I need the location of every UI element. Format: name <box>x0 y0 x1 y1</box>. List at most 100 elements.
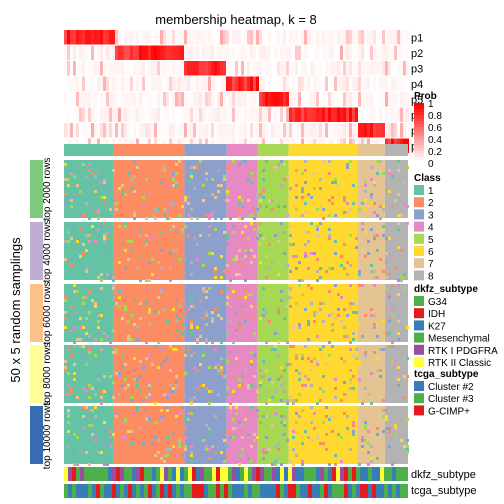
prob-cell <box>274 92 277 107</box>
heat-cell <box>295 208 298 211</box>
heat-cell <box>151 178 154 181</box>
heat-cell <box>304 329 307 332</box>
heat-cell <box>82 243 85 246</box>
heat-cell <box>103 202 106 205</box>
heat-cell <box>115 208 118 211</box>
heat-cell <box>226 234 229 237</box>
heat-cell <box>97 451 100 454</box>
prob-cell <box>331 45 334 60</box>
heat-cell <box>400 264 403 267</box>
heat-cell <box>256 436 259 439</box>
heat-cell <box>346 202 349 205</box>
heat-cell <box>286 264 289 267</box>
heat-cell <box>406 418 409 421</box>
heat-cell <box>271 424 274 427</box>
prob-legend-tick: 0.8 <box>428 111 442 122</box>
prob-cell <box>286 30 289 45</box>
heat-cell <box>115 436 118 439</box>
heat-cell <box>199 299 202 302</box>
prob-cell <box>124 92 127 107</box>
heat-cell <box>124 305 127 308</box>
prob-cell <box>85 76 88 91</box>
prob-cell <box>178 30 181 45</box>
tcga-cell <box>400 484 404 498</box>
prob-cell <box>82 61 85 76</box>
heat-cell <box>286 363 289 366</box>
prob-cell <box>112 123 115 138</box>
heat-cell <box>88 252 91 255</box>
prob-cell <box>310 107 313 122</box>
heat-cell <box>397 163 400 166</box>
heat-cell <box>151 273 154 276</box>
tcga-cell <box>236 484 240 498</box>
prob-cell <box>355 123 358 138</box>
prob-cell <box>265 45 268 60</box>
heat-cell <box>112 276 115 279</box>
prob-cell <box>373 61 376 76</box>
prob-cell <box>319 45 322 60</box>
heat-cell <box>256 296 259 299</box>
heat-cell <box>319 178 322 181</box>
heat-cell <box>352 338 355 341</box>
heat-cell <box>160 329 163 332</box>
heat-cell <box>121 314 124 317</box>
prob-cell <box>361 30 364 45</box>
heat-cell <box>343 196 346 199</box>
heat-cell <box>226 190 229 193</box>
heat-cell <box>214 415 217 418</box>
prob-cell <box>148 45 151 60</box>
heat-cell <box>79 345 82 348</box>
heat-cell <box>313 314 316 317</box>
row-group-label: top 6000 rows <box>42 282 53 345</box>
prob-cell <box>76 30 79 45</box>
heat-cell <box>379 258 382 261</box>
row-group-bar <box>30 345 43 403</box>
heat-cell <box>400 214 403 217</box>
prob-cell <box>322 76 325 91</box>
heat-cell <box>262 178 265 181</box>
heat-cell <box>289 399 292 402</box>
heat-cell <box>298 323 301 326</box>
heat-cell <box>151 442 154 445</box>
heat-cell <box>127 430 130 433</box>
prob-cell <box>352 107 355 122</box>
heat-cell <box>211 320 214 323</box>
prob-cell <box>151 123 154 138</box>
prob-cell <box>157 123 160 138</box>
prob-gradient-step <box>414 106 424 110</box>
heat-cell <box>247 457 250 460</box>
prob-cell <box>178 76 181 91</box>
prob-cell <box>238 76 241 91</box>
heat-cell <box>196 258 199 261</box>
prob-cell <box>229 76 232 91</box>
heat-cell <box>244 320 247 323</box>
heat-cell <box>364 314 367 317</box>
heat-cell <box>154 237 157 240</box>
prob-cell <box>67 30 70 45</box>
heat-cell <box>340 460 343 463</box>
heat-cell <box>361 445 364 448</box>
dkfz-cell <box>188 467 192 481</box>
heat-cell <box>241 199 244 202</box>
heat-cell <box>250 351 253 354</box>
heat-cell <box>127 320 130 323</box>
heat-cell <box>121 193 124 196</box>
prob-cell <box>379 45 382 60</box>
heat-cell <box>220 341 223 344</box>
heat-cell <box>181 205 184 208</box>
heat-cell <box>259 234 262 237</box>
prob-cell <box>208 45 211 60</box>
dkfz-cell <box>172 467 176 481</box>
heat-cell <box>145 381 148 384</box>
heat-cell <box>64 163 67 166</box>
prob-cell <box>214 92 217 107</box>
heat-cell <box>289 305 292 308</box>
heat-cell <box>379 205 382 208</box>
heat-cell <box>208 427 211 430</box>
prob-cell <box>280 61 283 76</box>
heat-cell <box>238 163 241 166</box>
heat-cell <box>208 252 211 255</box>
prob-cell <box>337 45 340 60</box>
heat-cell <box>64 202 67 205</box>
prob-cell <box>271 30 274 45</box>
